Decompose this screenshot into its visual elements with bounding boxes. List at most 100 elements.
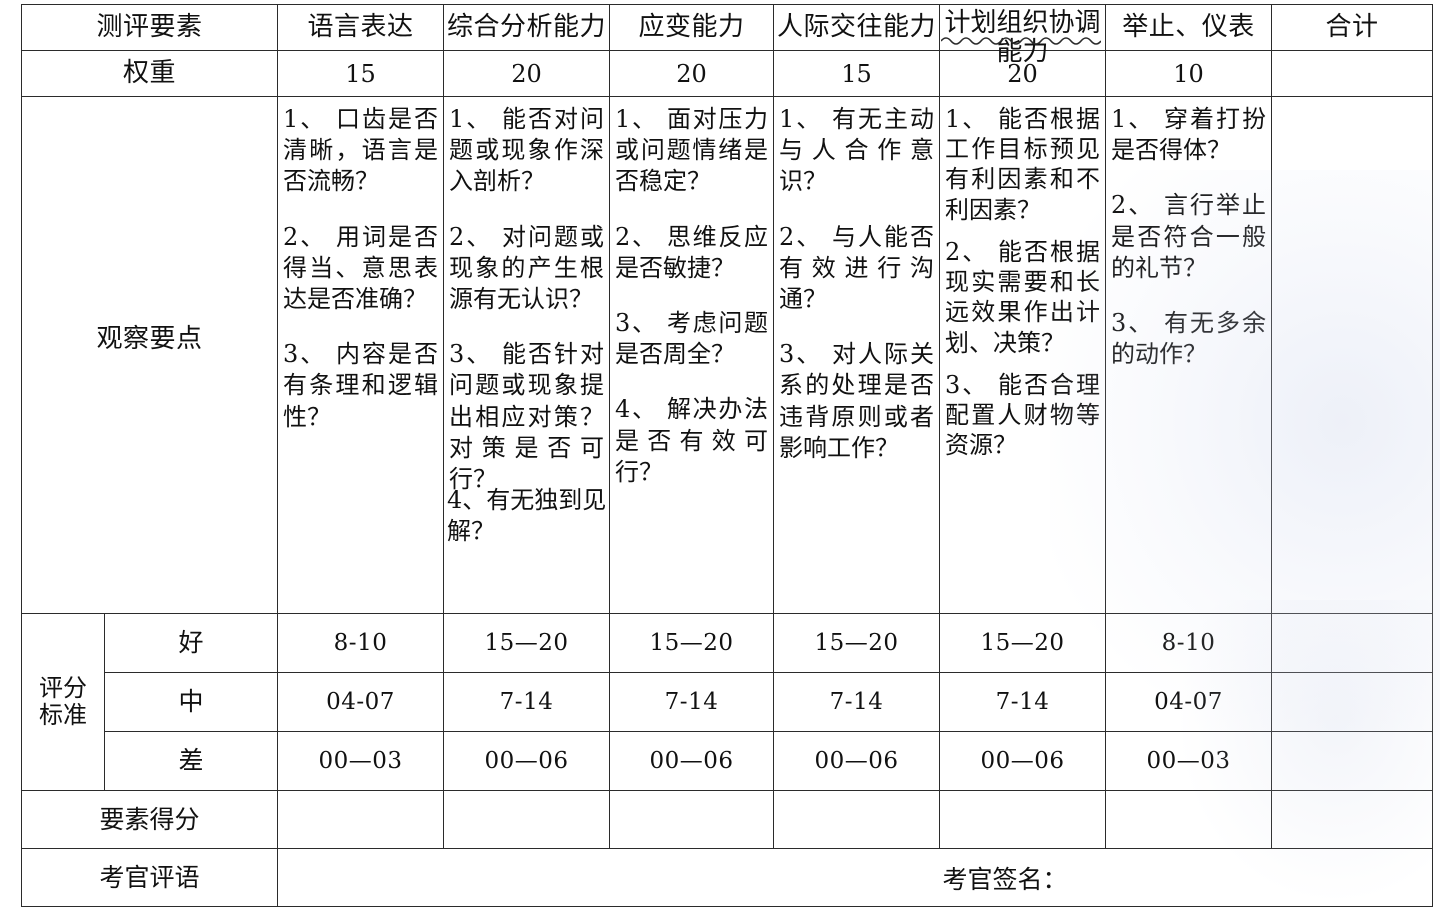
- score-cell-good-col-2: 15—20: [609, 613, 775, 673]
- weight-cell-col-5: 10: [1105, 50, 1273, 97]
- label-factor-score: 要素得分: [99, 804, 200, 834]
- row-label-scoring-standard: 评分标准: [21, 613, 105, 791]
- weight-cell-col-0: 15: [277, 50, 445, 97]
- row-label-factor-score: 要素得分: [20, 790, 279, 849]
- observation-item: 2、 言行举止是否符合一般的礼节？: [1111, 191, 1267, 282]
- observation-cell-col-5: 1、 穿着打扮是否得体？ 2、 言行举止是否符合一般的礼节？ 3、 有无多余的动…: [1105, 96, 1273, 614]
- grade-label-poor: 差: [103, 731, 279, 791]
- score-cell-good-col-5: 8-10: [1105, 613, 1273, 673]
- column-header-label: 举止、仪表: [1122, 11, 1255, 42]
- score-cell-fair-col-3: 7-14: [773, 672, 941, 732]
- grade-label-good: 好: [103, 613, 279, 673]
- observation-item: 2、 与人能否有效进行沟通？: [779, 222, 935, 313]
- score-cell-poor-col-4: 00—06: [939, 731, 1107, 791]
- observation-item: 2、 思维反应是否敏捷？: [615, 222, 769, 282]
- grade-label-fair: 中: [103, 672, 279, 732]
- weight-value: 20: [676, 59, 707, 88]
- observation-item: 1、 穿着打扮是否得体？: [1111, 105, 1267, 165]
- weight-value: 15: [345, 59, 376, 88]
- column-header-label: 人际交往能力: [777, 11, 937, 42]
- header-cell-col-2: 应变能力: [609, 4, 775, 51]
- score-cell-poor-col-3: 00—06: [773, 731, 941, 791]
- weight-value: 20: [511, 59, 542, 88]
- observation-cell-col-4: 1、 能否根据工作目标预见有利因素和不利因素？ 2、 能否根据现实需要和长远效果…: [939, 96, 1107, 614]
- score-value: 7-14: [829, 689, 884, 715]
- score-cell-poor-col-1: 00—06: [443, 731, 611, 791]
- column-header-label: 计划组织协调: [940, 9, 1101, 46]
- score-cell-good-col-0: 8-10: [277, 613, 445, 673]
- observation-list: 1、 能否对问题或现象作深入剖析？ 2、 对问题或现象的产生根源有无认识？ 3、…: [444, 97, 609, 613]
- header-cell-col-0: 语言表达: [277, 4, 445, 51]
- score-row-poor: 差 00—03 00—06 00—06 00—06 00—06 00—03: [22, 731, 1434, 791]
- grade-label: 中: [178, 687, 204, 717]
- score-cell-fair-col-5: 04-07: [1105, 672, 1273, 732]
- factor-score-row: 要素得分: [20, 790, 1434, 849]
- score-value: 15—20: [484, 630, 569, 656]
- label-observation-points: 观察要点: [96, 324, 203, 354]
- factor-score-cell-col-4[interactable]: [939, 790, 1107, 849]
- observation-cell-col-2: 1、 面对压力或问题情绪是否稳定？ 2、 思维反应是否敏捷？ 3、 考虑问题是否…: [609, 96, 775, 614]
- observation-cell-col-6-total: [1271, 96, 1434, 614]
- score-cell-good-col-1: 15—20: [443, 613, 611, 673]
- observation-cell-col-0: 1、 口齿是否清晰，语言是否流畅？ 2、 用词是否得当、意思表达是否准确？ 3、…: [277, 96, 445, 614]
- evaluation-form-sheet: 测评要素 语言表达 综合分析能力 应变能力 人际交往能力 计划组织协调 能力: [20, 4, 1434, 907]
- score-value: 00—06: [484, 748, 569, 774]
- evaluation-table: 测评要素 语言表达 综合分析能力 应变能力 人际交往能力 计划组织协调 能力: [20, 4, 1434, 907]
- score-cell-fair-col-2: 7-14: [609, 672, 775, 732]
- score-value: 15—20: [814, 630, 899, 656]
- label-examiner-signature: 考官签名：: [942, 864, 1068, 894]
- score-value: 15—20: [980, 630, 1065, 656]
- factor-score-cell-col-6-total[interactable]: [1271, 790, 1434, 849]
- score-cell-fair-col-6-total: [1271, 672, 1434, 732]
- observation-item: 1、 有无主动与人合作意识？: [779, 105, 935, 196]
- observation-item: 3、 考虑问题是否周全？: [615, 308, 769, 369]
- observation-list: 1、 穿着打扮是否得体？ 2、 言行举止是否符合一般的礼节？ 3、 有无多余的动…: [1106, 97, 1271, 613]
- score-value: 8-10: [1161, 630, 1216, 656]
- header-row: 测评要素 语言表达 综合分析能力 应变能力 人际交往能力 计划组织协调 能力: [20, 4, 1434, 66]
- score-value: 00—06: [980, 748, 1065, 774]
- observation-item: 1、 能否对问题或现象作深入剖析？: [449, 105, 605, 196]
- score-value: 8-10: [333, 630, 388, 656]
- observation-item: 1、 能否根据工作目标预见有利因素和不利因素？: [945, 105, 1101, 224]
- label-scoring-standard: 评分标准: [39, 674, 87, 729]
- observation-list: 1、 能否根据工作目标预见有利因素和不利因素？ 2、 能否根据现实需要和长远效果…: [940, 97, 1105, 613]
- examiner-signature-cell[interactable]: 考官签名：: [277, 848, 1434, 907]
- factor-score-cell-col-0[interactable]: [277, 790, 445, 849]
- row-label-examiner-comment: 考官评语: [20, 848, 279, 907]
- weight-cell-col-1: 20: [443, 50, 611, 97]
- score-row-fair: 中 04-07 7-14 7-14 7-14 7-14 04-07: [22, 672, 1434, 732]
- factor-score-cell-col-1[interactable]: [443, 790, 611, 849]
- weight-cell-col-6-total: [1271, 50, 1434, 97]
- observation-points-row: 观察要点 1、 口齿是否清晰，语言是否流畅？ 2、 用词是否得当、意思表达是否准…: [20, 96, 1434, 614]
- factor-score-cell-col-5[interactable]: [1105, 790, 1273, 849]
- score-value: 7-14: [664, 689, 719, 715]
- score-value: 00—06: [649, 748, 734, 774]
- observation-list: 1、 面对压力或问题情绪是否稳定？ 2、 思维反应是否敏捷？ 3、 考虑问题是否…: [610, 97, 773, 613]
- score-value: 04-07: [326, 689, 395, 715]
- observation-item: 2、 用词是否得当、意思表达是否准确？: [283, 222, 439, 313]
- header-cell-factors: 测评要素: [20, 4, 279, 51]
- observation-item-overlapping: 4、有无独到见解？: [447, 486, 607, 546]
- observation-list: 1、 有无主动与人合作意识？ 2、 与人能否有效进行沟通？ 3、 对人际关系的处…: [774, 97, 939, 613]
- header-cell-col-1: 综合分析能力: [443, 4, 611, 51]
- factor-score-cell-col-3[interactable]: [773, 790, 941, 849]
- examiner-comment-row: 考官评语 考官签名：: [20, 848, 1434, 907]
- score-cell-good-col-6-total: [1271, 613, 1434, 673]
- score-value: 04-07: [1154, 689, 1223, 715]
- header-cell-col-5: 举止、仪表: [1105, 4, 1273, 51]
- observation-item: 3、 对人际关系的处理是否违背原则或者影响工作？: [779, 340, 935, 462]
- column-header-label: 语言表达: [307, 11, 414, 42]
- score-cell-good-col-3: 15—20: [773, 613, 941, 673]
- header-cell-col-4: 计划组织协调 能力: [939, 4, 1107, 66]
- observation-item: 2、 对问题或现象的产生根源有无认识？: [449, 222, 605, 313]
- score-row-good: 评分标准 好 8-10 15—20 15—20 15—20 15—20 8-10: [21, 613, 1434, 791]
- observation-item: 1、 面对压力或问题情绪是否稳定？: [615, 105, 769, 196]
- observation-item: 4、 解决办法是否有效可行？: [615, 395, 769, 486]
- observation-item: 2、 能否根据现实需要和长远效果作出计划、决策？: [945, 237, 1101, 357]
- wavy-underline-icon: [940, 37, 1101, 46]
- weight-value: 10: [1173, 59, 1204, 88]
- factor-score-cell-col-2[interactable]: [609, 790, 775, 849]
- label-factors: 测评要素: [96, 11, 203, 42]
- observation-list: 1、 口齿是否清晰，语言是否流畅？ 2、 用词是否得当、意思表达是否准确？ 3、…: [278, 97, 443, 613]
- weight-value: 15: [841, 59, 872, 88]
